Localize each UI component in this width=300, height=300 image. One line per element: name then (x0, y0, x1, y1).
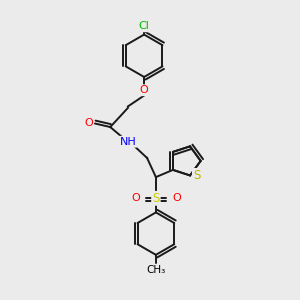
Text: S: S (152, 192, 160, 205)
Text: S: S (193, 169, 200, 182)
Text: CH₃: CH₃ (146, 265, 166, 275)
Text: O: O (84, 118, 93, 128)
Text: O: O (131, 193, 140, 203)
Text: Cl: Cl (139, 21, 149, 31)
Text: NH: NH (119, 137, 136, 147)
Text: O: O (140, 85, 148, 95)
Text: O: O (172, 193, 181, 203)
